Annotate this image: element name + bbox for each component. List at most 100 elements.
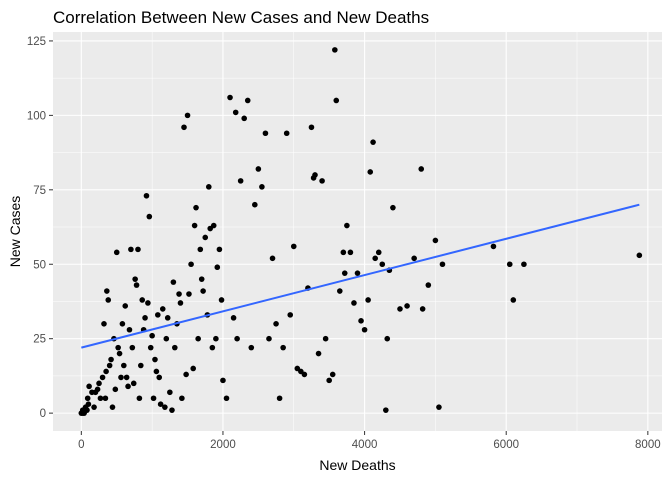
data-point xyxy=(169,407,175,413)
data-point xyxy=(329,371,336,378)
data-point xyxy=(138,362,144,369)
data-point xyxy=(418,166,425,172)
data-point xyxy=(188,261,194,268)
data-point xyxy=(397,306,403,312)
data-point xyxy=(123,374,130,381)
data-point xyxy=(510,297,517,303)
data-point xyxy=(101,321,107,327)
data-point xyxy=(361,326,368,333)
data-point xyxy=(156,374,163,381)
data-point xyxy=(326,377,332,384)
data-point xyxy=(109,404,116,410)
data-point xyxy=(152,356,158,363)
data-point xyxy=(79,410,85,416)
data-point xyxy=(341,270,348,276)
data-point xyxy=(155,312,161,318)
data-point xyxy=(213,335,219,342)
data-point xyxy=(186,291,192,297)
data-point xyxy=(230,315,237,321)
data-point xyxy=(103,368,109,375)
data-point xyxy=(97,395,104,402)
data-point xyxy=(218,297,225,303)
data-point xyxy=(184,112,191,119)
data-point xyxy=(301,371,308,378)
data-point xyxy=(372,255,379,262)
data-point xyxy=(290,243,297,250)
data-point xyxy=(521,261,527,268)
data-point xyxy=(269,255,276,262)
x-axis-label: New Deaths xyxy=(319,457,395,473)
data-point xyxy=(216,246,223,253)
data-point xyxy=(367,169,374,175)
data-point xyxy=(183,371,189,378)
grid-lines xyxy=(53,32,662,431)
data-point xyxy=(113,249,120,256)
data-point xyxy=(128,246,134,253)
data-point xyxy=(177,300,184,306)
data-point xyxy=(104,288,110,294)
data-point xyxy=(132,276,138,282)
data-point xyxy=(85,401,92,408)
data-point xyxy=(170,279,177,285)
data-point xyxy=(411,255,417,262)
data-point xyxy=(115,344,121,351)
data-point xyxy=(149,332,155,339)
data-point xyxy=(142,315,148,321)
data-point xyxy=(96,380,102,387)
x-tick-label: 2000 xyxy=(210,439,236,451)
data-point xyxy=(439,261,446,268)
data-point xyxy=(143,192,150,199)
trend-line xyxy=(81,203,640,349)
data-point xyxy=(252,201,258,208)
data-point xyxy=(276,395,283,402)
data-point xyxy=(319,178,325,184)
data-point xyxy=(193,204,199,211)
data-point xyxy=(255,166,262,172)
data-point xyxy=(190,365,197,372)
data-point xyxy=(167,389,173,396)
data-point xyxy=(234,335,240,342)
data-point xyxy=(136,395,143,402)
data-point xyxy=(336,288,343,294)
data-point xyxy=(266,335,272,342)
data-point xyxy=(176,291,182,297)
y-tick-label: 100 xyxy=(27,110,46,122)
data-point xyxy=(432,237,439,244)
data-point xyxy=(232,109,239,116)
data-point xyxy=(425,282,432,288)
data-point xyxy=(198,276,205,282)
data-point xyxy=(135,246,141,253)
data-point xyxy=(383,407,389,413)
data-point xyxy=(91,404,97,410)
data-point xyxy=(139,297,146,303)
data-point xyxy=(119,321,126,327)
data-point xyxy=(506,261,513,268)
data-point xyxy=(191,222,198,229)
data-point xyxy=(84,395,91,402)
data-point xyxy=(347,249,354,256)
data-point xyxy=(340,249,347,256)
data-point xyxy=(365,297,371,303)
data-point xyxy=(351,300,357,306)
data-point xyxy=(164,315,171,321)
data-point xyxy=(94,386,101,393)
data-point xyxy=(126,326,133,333)
data-point xyxy=(205,184,212,190)
data-point xyxy=(200,288,206,294)
data-point xyxy=(146,213,153,220)
data-points xyxy=(78,47,643,416)
data-point xyxy=(202,234,209,241)
data-point xyxy=(280,344,286,351)
data-point xyxy=(129,344,136,351)
data-point xyxy=(210,222,217,229)
data-point xyxy=(237,178,244,184)
y-tick-label: 0 xyxy=(40,408,46,420)
data-point xyxy=(118,374,124,381)
data-point xyxy=(273,321,279,327)
data-point xyxy=(209,344,216,351)
data-point xyxy=(358,318,364,324)
x-tick-label: 4000 xyxy=(352,439,378,451)
data-point xyxy=(130,380,137,387)
data-point xyxy=(370,139,376,145)
